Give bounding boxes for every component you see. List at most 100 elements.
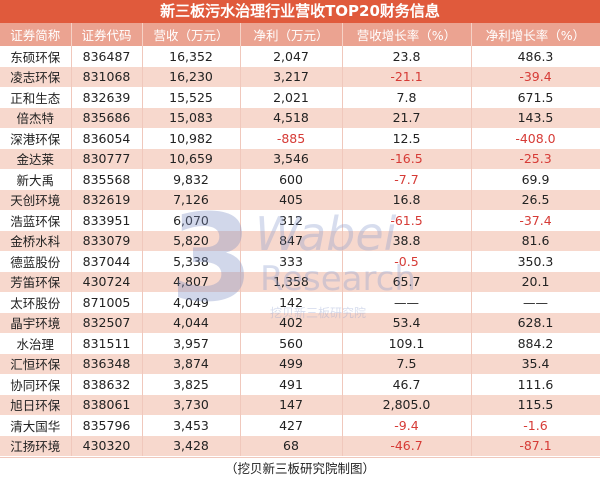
table-cell: 江扬环境 bbox=[0, 435, 72, 456]
table-cell: -7.7 bbox=[342, 169, 472, 190]
table-cell: 836054 bbox=[71, 128, 143, 149]
table-cell: 628.1 bbox=[471, 312, 600, 333]
table-row: 汇恒环保 836348 3,874 499 7.5 35.4 bbox=[0, 353, 600, 374]
table-cell: 142 bbox=[240, 292, 343, 313]
table-cell: 旭日环保 bbox=[0, 394, 72, 415]
table-row: 江扬环境 430320 3,428 68 -46.7 -87.1 bbox=[0, 435, 600, 456]
table-cell: 2,021 bbox=[240, 87, 343, 108]
table-cell: 560 bbox=[240, 333, 343, 354]
table-cell: 81.6 bbox=[471, 230, 600, 251]
table-cell: 3,957 bbox=[142, 333, 241, 354]
table-cell: 水治理 bbox=[0, 333, 72, 354]
table-cell: 427 bbox=[240, 415, 343, 436]
table-cell: 太环股份 bbox=[0, 292, 72, 313]
table-cell: 15,083 bbox=[142, 107, 241, 128]
table-cell: 38.8 bbox=[342, 230, 472, 251]
table-cell: 正和生态 bbox=[0, 87, 72, 108]
table-cell: 4,049 bbox=[142, 292, 241, 313]
header-row: 证券简称 证券代码 营收（万元） 净利（万元） 营收增长率（%） 净利增长率（%） bbox=[0, 23, 600, 46]
table-cell: 16.8 bbox=[342, 189, 472, 210]
table-cell: 晶宇环境 bbox=[0, 312, 72, 333]
table-cell: 3,217 bbox=[240, 66, 343, 87]
table-cell: 3,428 bbox=[142, 435, 241, 456]
table-cell: 汇恒环保 bbox=[0, 353, 72, 374]
table-cell: 65.7 bbox=[342, 271, 472, 292]
table-cell: 831068 bbox=[71, 66, 143, 87]
table-cell: -21.1 bbox=[342, 66, 472, 87]
table-row: 正和生态 832639 15,525 2,021 7.8 671.5 bbox=[0, 87, 600, 108]
column-header: 营收增长率（%） bbox=[342, 23, 472, 46]
table-cell: 499 bbox=[240, 353, 343, 374]
table-row: 协同环保 838632 3,825 491 46.7 111.6 bbox=[0, 374, 600, 395]
table-cell: 837044 bbox=[71, 251, 143, 272]
table-row: 金桥水科 833079 5,820 847 38.8 81.6 bbox=[0, 230, 600, 251]
table-cell: 600 bbox=[240, 169, 343, 190]
table-cell: -25.3 bbox=[471, 148, 600, 169]
financial-table: 证券简称 证券代码 营收（万元） 净利（万元） 营收增长率（%） 净利增长率（%） 东硕环… bbox=[0, 23, 600, 456]
table-cell: -61.5 bbox=[342, 210, 472, 231]
table-row: 倍杰特 835686 15,083 4,518 21.7 143.5 bbox=[0, 107, 600, 128]
table-cell: 金桥水科 bbox=[0, 230, 72, 251]
table-row: 浩蓝环保 833951 6,070 312 -61.5 -37.4 bbox=[0, 210, 600, 231]
table-cell: 东硕环保 bbox=[0, 46, 72, 67]
table-cell: 倍杰特 bbox=[0, 107, 72, 128]
table-cell: 4,807 bbox=[142, 271, 241, 292]
table-cell: 402 bbox=[240, 312, 343, 333]
table-cell: 2,805.0 bbox=[342, 394, 472, 415]
table-cell: -39.4 bbox=[471, 66, 600, 87]
table-cell: 53.4 bbox=[342, 312, 472, 333]
table-cell: 835796 bbox=[71, 415, 143, 436]
table-cell: 430320 bbox=[71, 435, 143, 456]
table-cell: 109.1 bbox=[342, 333, 472, 354]
table-cell: 836348 bbox=[71, 353, 143, 374]
table-title: 新三板污水治理行业营收TOP20财务信息 bbox=[0, 0, 600, 23]
table-cell: 3,453 bbox=[142, 415, 241, 436]
column-header: 证券代码 bbox=[71, 23, 143, 46]
table-cell: 9,832 bbox=[142, 169, 241, 190]
table-cell: -16.5 bbox=[342, 148, 472, 169]
table-cell: 15,525 bbox=[142, 87, 241, 108]
table-cell: 491 bbox=[240, 374, 343, 395]
table-cell: 3,730 bbox=[142, 394, 241, 415]
table-row: 芳笛环保 430724 4,807 1,358 65.7 20.1 bbox=[0, 271, 600, 292]
table-cell: 12.5 bbox=[342, 128, 472, 149]
column-header: 净利（万元） bbox=[240, 23, 343, 46]
table-row: 金达莱 830777 10,659 3,546 -16.5 -25.3 bbox=[0, 148, 600, 169]
table-cell: 7,126 bbox=[142, 189, 241, 210]
table-cell: 833079 bbox=[71, 230, 143, 251]
table-cell: 831511 bbox=[71, 333, 143, 354]
table-cell: 871005 bbox=[71, 292, 143, 313]
table-cell: 111.6 bbox=[471, 374, 600, 395]
table-cell: 清大国华 bbox=[0, 415, 72, 436]
table-cell: 20.1 bbox=[471, 271, 600, 292]
table-cell: -1.6 bbox=[471, 415, 600, 436]
table-cell: 835686 bbox=[71, 107, 143, 128]
table-cell: -87.1 bbox=[471, 435, 600, 456]
table-row: 太环股份 871005 4,049 142 —— —— bbox=[0, 292, 600, 313]
table-cell: 3,546 bbox=[240, 148, 343, 169]
table-row: 旭日环保 838061 3,730 147 2,805.0 115.5 bbox=[0, 394, 600, 415]
table-cell: 35.4 bbox=[471, 353, 600, 374]
table-cell: 884.2 bbox=[471, 333, 600, 354]
table-cell: 3,825 bbox=[142, 374, 241, 395]
column-header: 营收（万元） bbox=[142, 23, 241, 46]
table-cell: 5,820 bbox=[142, 230, 241, 251]
table-cell: 832619 bbox=[71, 189, 143, 210]
table-cell: 4,044 bbox=[142, 312, 241, 333]
table-cell: 21.7 bbox=[342, 107, 472, 128]
table-cell: 10,982 bbox=[142, 128, 241, 149]
table-cell: 832639 bbox=[71, 87, 143, 108]
table-cell: 350.3 bbox=[471, 251, 600, 272]
table-cell: 46.7 bbox=[342, 374, 472, 395]
table-cell: 333 bbox=[240, 251, 343, 272]
table-cell: 833951 bbox=[71, 210, 143, 231]
table-row: 德蓝股份 837044 5,338 333 -0.5 350.3 bbox=[0, 251, 600, 272]
table-cell: 浩蓝环保 bbox=[0, 210, 72, 231]
table-cell: 10,659 bbox=[142, 148, 241, 169]
table-cell: 68 bbox=[240, 435, 343, 456]
table-cell: 金达莱 bbox=[0, 148, 72, 169]
table-cell: 16,352 bbox=[142, 46, 241, 67]
table-cell: 5,338 bbox=[142, 251, 241, 272]
table-cell: 312 bbox=[240, 210, 343, 231]
table-cell: -885 bbox=[240, 128, 343, 149]
